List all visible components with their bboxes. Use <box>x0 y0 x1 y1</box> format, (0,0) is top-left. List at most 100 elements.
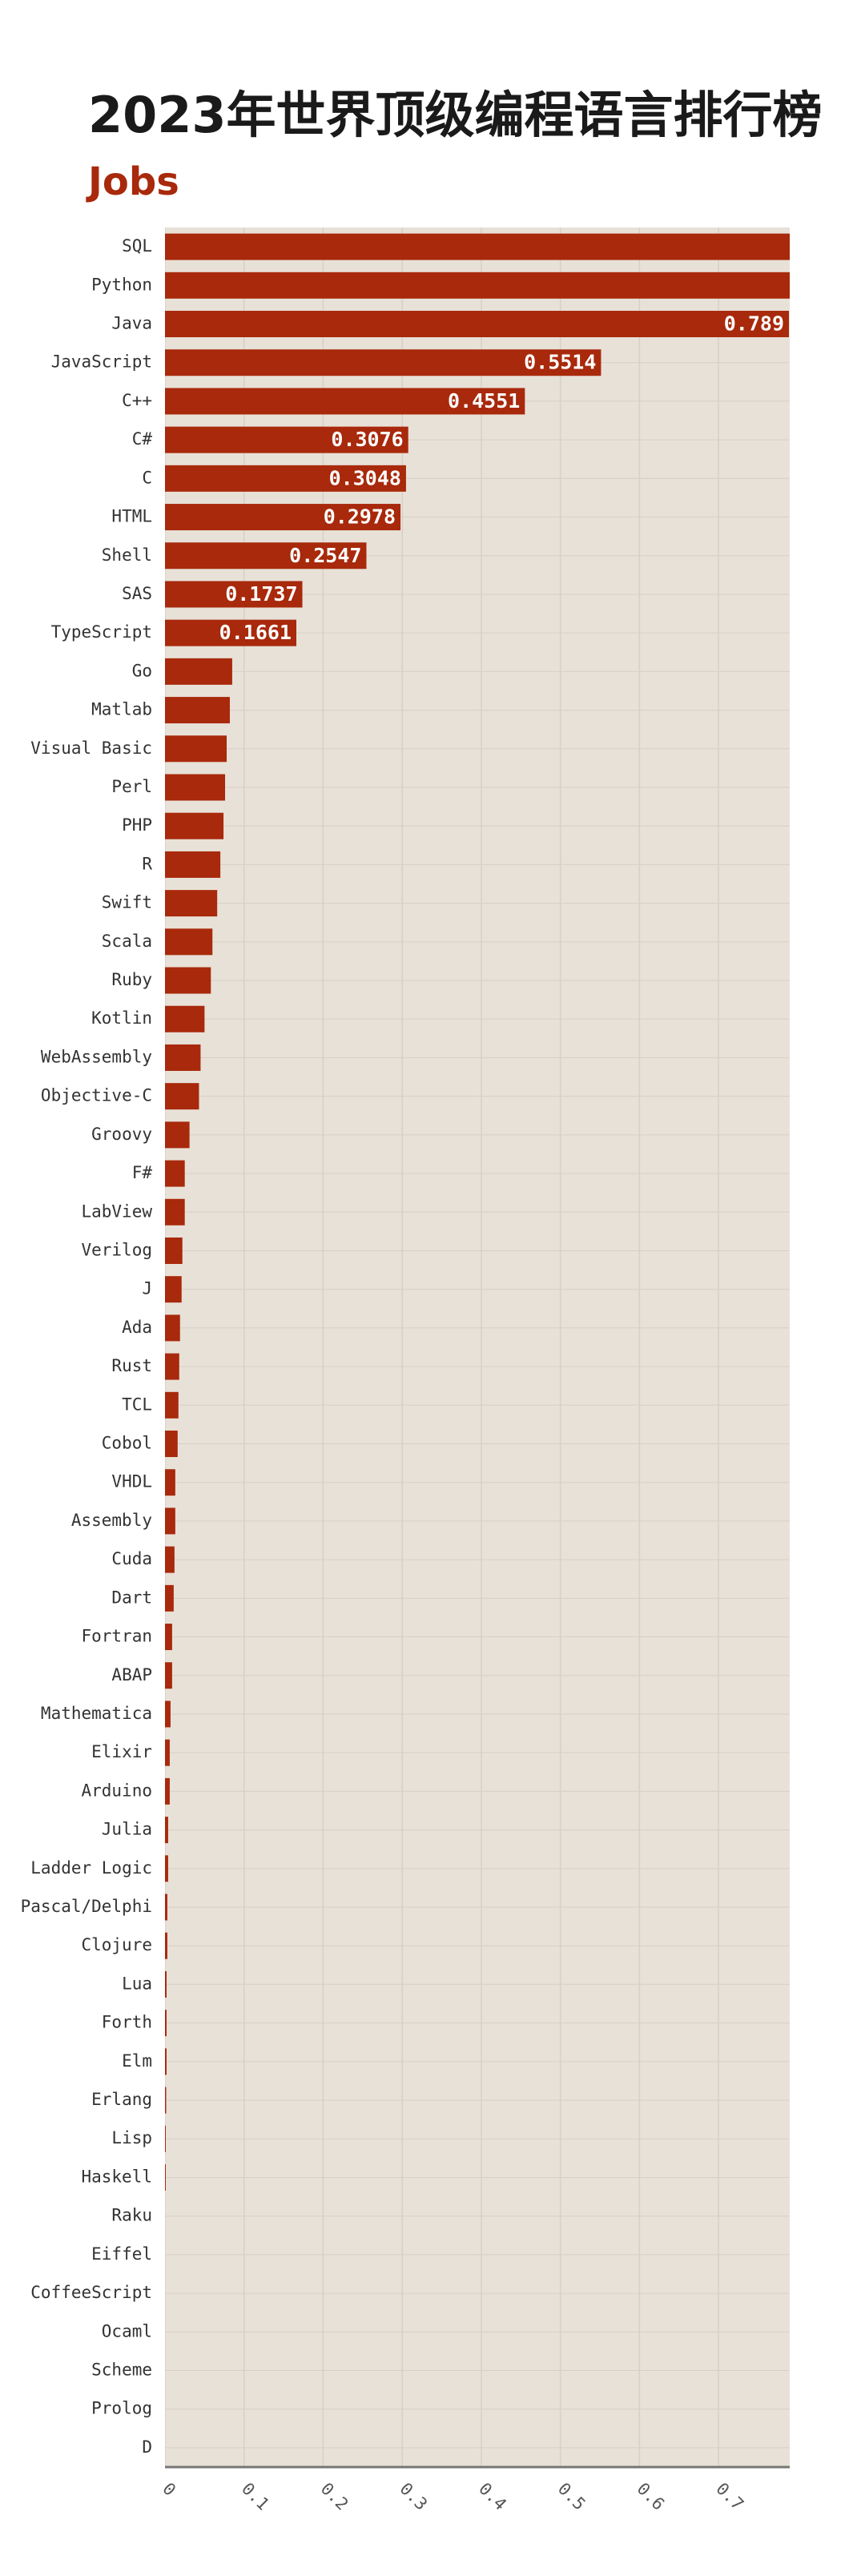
bar <box>165 1546 175 1573</box>
bar <box>165 1739 170 1766</box>
bar <box>165 1121 190 1149</box>
y-tick-label: Verilog <box>81 1240 152 1259</box>
value-label: 0.3076 <box>331 428 403 451</box>
y-tick-label: Perl <box>111 777 152 796</box>
bar <box>165 1507 175 1535</box>
y-tick-label: J <box>142 1279 152 1298</box>
y-tick-label: Julia <box>102 1820 152 1839</box>
bar <box>165 1160 185 1187</box>
y-tick-label: WebAssembly <box>41 1047 152 1066</box>
bar <box>165 658 232 685</box>
y-tick-label: Pascal/Delphi <box>21 1897 152 1916</box>
bar <box>165 1083 199 1110</box>
value-label: 0.3048 <box>329 466 401 489</box>
y-tick-label: Arduino <box>81 1781 152 1800</box>
bar <box>165 2163 166 2191</box>
y-tick-label: Cuda <box>111 1549 152 1568</box>
y-tick-label: Python <box>91 275 152 294</box>
y-tick-label: Forth <box>102 2013 152 2032</box>
bar <box>165 581 303 608</box>
x-tick-label: 0.3 <box>396 2479 431 2514</box>
bar <box>165 233 790 260</box>
x-tick-label: 0.2 <box>317 2479 352 2514</box>
value-label: 0.789 <box>724 312 784 336</box>
y-tick-label: JavaScript <box>51 352 152 372</box>
y-tick-label: Rust <box>111 1356 152 1375</box>
y-tick-label: Visual Basic <box>30 739 152 758</box>
y-tick-label: Ocaml <box>102 2321 152 2341</box>
y-tick-label: VHDL <box>111 1472 152 1491</box>
y-tick-label: C# <box>132 429 153 449</box>
bar <box>165 1855 168 1882</box>
y-tick-label: SQL <box>122 236 152 256</box>
x-tick-label: 0.5 <box>554 2479 589 2514</box>
y-tick-label: Kotlin <box>91 1008 152 1028</box>
y-tick-label: TypeScript <box>51 622 152 642</box>
bar <box>165 272 790 299</box>
y-tick-label: SAS <box>122 584 152 603</box>
bar <box>165 1314 180 1342</box>
bar <box>165 2087 167 2114</box>
y-tick-label: Assembly <box>71 1511 152 1530</box>
bar <box>165 1777 170 1805</box>
bar <box>165 967 211 994</box>
value-label: 0.5514 <box>524 351 596 374</box>
y-tick-label: PHP <box>122 815 152 835</box>
y-tick-label: Elixir <box>91 1742 152 1761</box>
y-tick-label: Ladder Logic <box>30 1858 152 1878</box>
y-tick-label: Raku <box>111 2206 152 2225</box>
bar <box>165 1431 178 1458</box>
y-tick-label: ABAP <box>111 1665 152 1684</box>
bar <box>165 1276 182 1303</box>
y-tick-label: Prolog <box>91 2399 152 2418</box>
y-tick-label: C <box>142 468 152 487</box>
y-tick-label: Haskell <box>81 2167 152 2186</box>
bar <box>165 1970 167 1998</box>
value-label: 0.4551 <box>448 389 520 413</box>
y-tick-label: Swift <box>102 893 152 912</box>
bar <box>165 1701 171 1728</box>
value-label: 0.1737 <box>225 582 297 606</box>
bar <box>165 890 218 917</box>
y-tick-label: TCL <box>122 1395 152 1414</box>
x-tick-label: 0.7 <box>712 2479 747 2514</box>
bar <box>165 1005 205 1032</box>
x-tick-label: 0.6 <box>634 2479 669 2514</box>
bar <box>165 388 525 415</box>
y-tick-label: CoffeeScript <box>30 2283 152 2302</box>
value-label: 0.2547 <box>289 544 361 567</box>
y-tick-label: HTML <box>111 507 152 526</box>
y-tick-label: Shell <box>102 545 152 565</box>
y-tick-label: D <box>142 2437 152 2457</box>
y-tick-label: C++ <box>122 391 152 410</box>
x-tick-label: 0.4 <box>475 2479 510 2514</box>
y-tick-label: Clojure <box>81 1935 152 1954</box>
y-tick-label: Cobol <box>102 1434 152 1453</box>
bar <box>165 2010 167 2037</box>
bar <box>165 1894 167 1921</box>
bar <box>165 2048 167 2075</box>
bar <box>165 619 296 646</box>
y-tick-label: Ada <box>122 1318 152 1337</box>
bar <box>165 1817 168 1844</box>
x-tick-label: 0 <box>159 2479 179 2500</box>
bar <box>165 1353 179 1380</box>
y-tick-label: Java <box>111 314 152 333</box>
bar <box>165 1044 201 1071</box>
bar <box>165 1198 185 1226</box>
bar <box>165 697 230 724</box>
y-tick-label: Objective-C <box>41 1086 152 1105</box>
y-tick-label: Erlang <box>91 2090 152 2109</box>
bar <box>165 349 601 376</box>
y-tick-label: Matlab <box>91 700 152 719</box>
chart-title: 2023年世界顶级编程语言排行榜 <box>88 86 823 144</box>
y-tick-label: Lua <box>122 1974 152 1993</box>
y-tick-label: Scheme <box>91 2360 152 2379</box>
y-tick-label: Lisp <box>111 2128 152 2147</box>
bar <box>165 735 227 763</box>
y-tick-label: Scala <box>102 932 152 951</box>
chart-subtitle: Jobs <box>86 159 179 204</box>
bar <box>165 542 367 570</box>
